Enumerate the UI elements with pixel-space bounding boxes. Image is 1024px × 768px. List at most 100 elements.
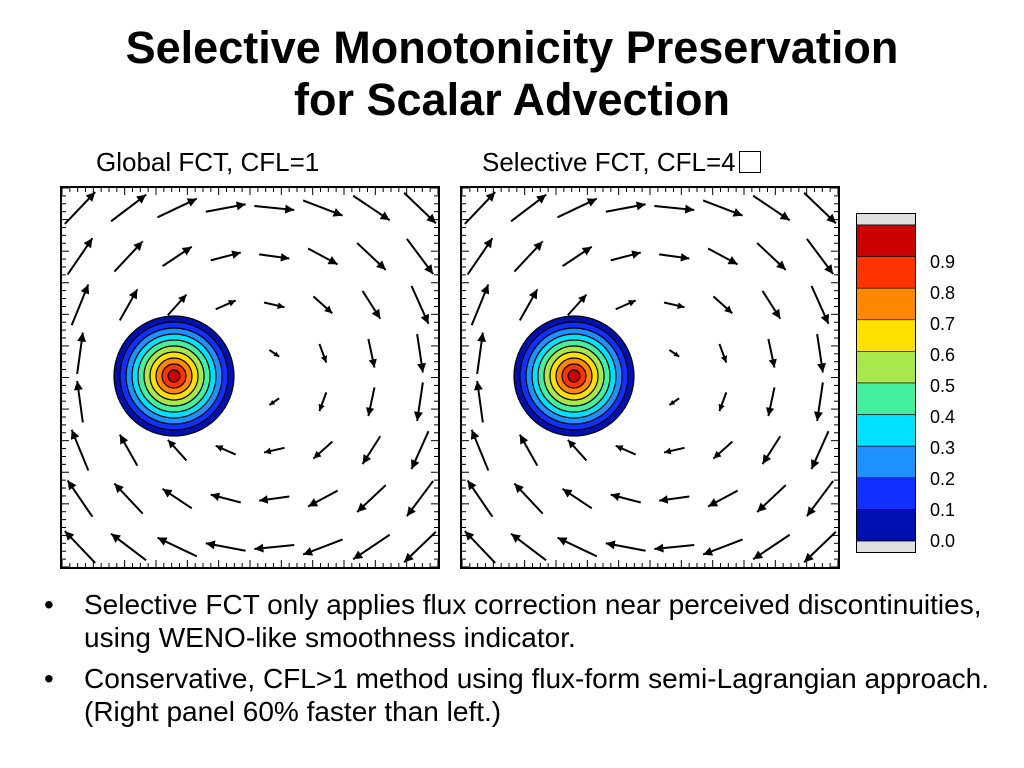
velocity-arrow [118,434,139,467]
colorbar-tick-label: 0.0 [930,531,956,551]
colorbar-band [855,224,917,257]
velocity-arrow [64,191,96,225]
velocity-arrow [215,299,237,311]
velocity-arrow [712,295,734,315]
velocity-arrow [352,194,391,222]
colorbar-tick-label: 0.2 [930,469,956,489]
colorbar-band [855,351,917,384]
velocity-arrow [654,204,695,214]
velocity-arrow [707,247,739,266]
velocity-arrow [312,295,334,315]
velocity-arrow [157,536,198,558]
velocity-arrow [361,290,382,320]
bullet-item: • Selective FCT only applies flux correc… [44,588,1004,654]
velocity-arrow [707,489,739,508]
velocity-arrow [352,533,391,561]
velocity-arrow [464,191,496,225]
velocity-arrow [464,530,496,564]
colorbar-bottom-cap [855,540,917,554]
velocity-arrow [66,479,94,518]
velocity-arrow [110,532,147,562]
colorbar-tick-label: 0.3 [930,438,956,458]
colorbar-frame [856,213,916,553]
velocity-arrow [302,538,343,556]
velocity-arrow [403,192,437,224]
colorbar-tick-label: 0.9 [930,252,956,272]
velocity-arrow [64,530,96,564]
left-panel-plot [60,186,440,569]
velocity-arrow [307,247,339,266]
bullet-list: • Selective FCT only applies flux correc… [44,588,1004,736]
velocity-arrow [567,439,588,462]
velocity-arrow [659,495,690,504]
velocity-arrow [118,288,139,321]
colorbar-band [855,445,917,479]
velocity-arrow [70,284,90,326]
velocity-arrow [557,197,598,219]
velocity-arrow [668,349,680,358]
velocity-arrow [66,237,94,276]
velocity-arrow [513,482,544,515]
colorbar-tick-label: 0.6 [930,345,956,365]
velocity-arrow [307,489,339,508]
colorbar-tick-label: 0.5 [930,376,956,396]
colorbar-band [855,287,917,321]
velocity-arrow [470,284,490,326]
velocity-arrow [659,253,690,262]
velocity-arrow [712,440,734,460]
velocity-arrow [205,540,246,552]
velocity-arrow [803,531,837,563]
velocity-arrow [356,484,387,513]
scalar-cone [513,315,635,437]
velocity-arrow [356,242,387,271]
velocity-arrow [806,480,834,517]
velocity-arrow [73,380,84,423]
velocity-arrow [816,333,826,373]
velocity-arrow [410,430,430,470]
velocity-arrow [766,387,776,417]
slide-title: Selective Monotonicity Preservation for … [0,22,1024,126]
colorbar-swatches [855,212,917,554]
scalar-cone [113,315,235,437]
cone-contour [567,369,581,383]
velocity-arrow [756,242,787,271]
bullet-text: Selective FCT only applies flux correcti… [84,589,982,653]
velocity-arrow [752,533,791,561]
velocity-arrow [518,288,539,321]
colorbar-tick-label: 0.8 [930,283,956,303]
velocity-arrow [718,392,728,412]
velocity-arrow [814,382,824,422]
colorbar-band [855,319,917,352]
velocity-arrow [510,193,547,223]
right-advection-plot [460,186,840,569]
velocity-arrow [113,482,144,515]
slide-title-line1: Selective Monotonicity Preservation [125,22,899,73]
velocity-arrow [366,387,376,417]
velocity-arrow [406,238,434,275]
colorbar-band [855,477,917,510]
velocity-arrow [210,492,241,504]
left-panel-title: Global FCT, CFL=1 [96,146,319,178]
velocity-arrow [810,430,830,470]
velocity-arrow [268,397,280,406]
left-advection-plot [60,186,440,569]
slide-title-line2: for Scalar Advection [294,74,730,125]
velocity-arrow [254,543,295,553]
vector-field [464,191,837,564]
velocity-arrow [157,197,198,219]
colorbar-top-cap [855,212,917,226]
velocity-arrow [473,380,484,423]
velocity-arrow [663,446,685,455]
velocity-arrow [318,343,328,363]
velocity-arrow [513,240,544,273]
right-panel-plot [460,186,840,569]
velocity-arrow [414,382,424,422]
velocity-arrow [70,429,90,471]
velocity-arrow [756,484,787,513]
velocity-arrow [518,434,539,467]
velocity-arrow [302,199,343,217]
velocity-arrow [312,440,334,460]
velocity-arrow [510,532,547,562]
colorbar-band [855,509,917,542]
velocity-arrow [318,392,328,412]
